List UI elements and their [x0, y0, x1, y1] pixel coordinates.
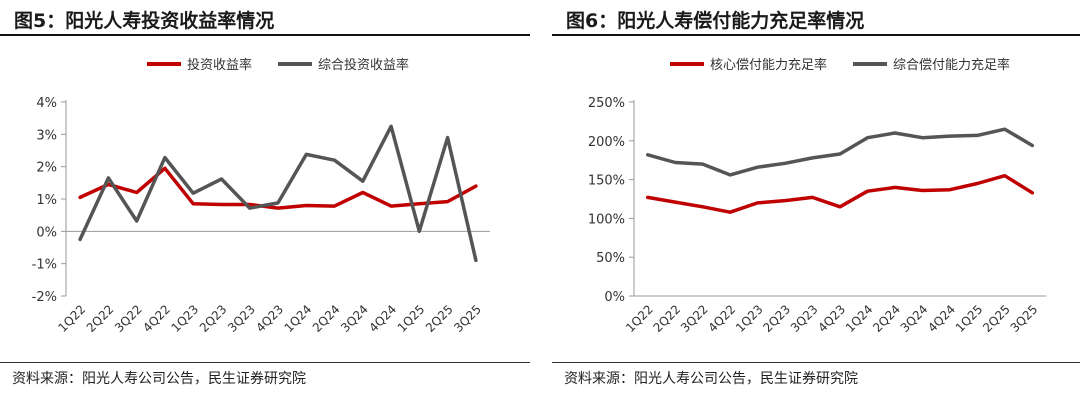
y-tick-label: 250%	[588, 96, 625, 111]
y-tick-label: 200%	[588, 135, 625, 150]
x-tick-label: 1Q23	[733, 302, 766, 335]
x-tick-label: 2Q24	[310, 302, 343, 335]
source-note: 资料来源：阳光人寿公司公告，民生证券研究院	[564, 371, 858, 387]
y-tick-label: 0%	[36, 225, 57, 240]
y-tick-label: 50%	[596, 251, 625, 266]
x-tick-label: 3Q23	[225, 302, 258, 335]
x-tick-label: 4Q23	[815, 302, 848, 335]
chart-title: 图5：阳光人寿投资收益率情况	[14, 10, 275, 32]
x-tick-label: 4Q24	[366, 302, 399, 335]
legend-label: 投资收益率	[187, 57, 252, 73]
y-tick-label: -2%	[32, 290, 57, 305]
x-tick-label: 1Q24	[282, 302, 315, 335]
x-tick-label: 2Q22	[84, 302, 117, 335]
figure-6-panel: 图6：阳光人寿偿付能力充足率情况 核心偿付能力充足率 综合偿付能力充足率 0% 50%…	[552, 0, 1080, 401]
x-tick-label: 1Q22	[55, 302, 88, 335]
source-rule	[0, 362, 530, 363]
figure-5-panel: 图5：阳光人寿投资收益率情况 投资收益率 综合投资收益率 -2% -1% 0% 1% 2% 3…	[0, 0, 530, 401]
x-tick-label: 3Q23	[788, 302, 821, 335]
x-tick-label: 1Q25	[395, 302, 428, 335]
title-rule	[0, 34, 530, 36]
legend-label: 核心偿付能力充足率	[710, 57, 827, 73]
y-tick-label: 0%	[604, 290, 625, 305]
x-tick-label: 3Q22	[678, 302, 711, 335]
series-line-1	[645, 173, 1035, 214]
x-tick-label: 2Q22	[651, 302, 684, 335]
chart-title: 图6：阳光人寿偿付能力充足率情况	[566, 10, 865, 32]
legend-label: 综合偿付能力充足率	[893, 57, 1010, 73]
x-tick-label: 1Q22	[623, 302, 656, 335]
x-tick-label: 1Q23	[169, 302, 202, 335]
source-rule	[552, 362, 1080, 363]
y-tick-label: -1%	[32, 258, 57, 273]
chart-legend: 投资收益率 综合投资收益率	[147, 57, 409, 73]
x-tick-label: 3Q25	[451, 302, 484, 335]
x-tick-label: 2Q24	[870, 302, 903, 335]
y-tick-label: 2%	[36, 161, 57, 176]
x-tick-label: 1Q25	[953, 302, 986, 335]
investment-yield-chart: 投资收益率 综合投资收益率 -2% -1% 0% 1% 2% 3% 4% 1Q222Q223Q22…	[32, 57, 490, 335]
title-rule	[552, 34, 1080, 36]
x-tick-label: 4Q24	[925, 302, 958, 335]
y-tick-label: 100%	[588, 212, 625, 227]
legend-label: 综合投资收益率	[318, 57, 409, 73]
x-tick-label: 3Q24	[338, 302, 371, 335]
solvency-ratio-chart: 核心偿付能力充足率 综合偿付能力充足率 0% 50% 100% 150% 200% 250% 1…	[588, 57, 1046, 335]
x-tick-label: 2Q25	[980, 302, 1013, 335]
x-tick-label: 2Q25	[423, 302, 456, 335]
x-tick-label: 4Q22	[140, 302, 173, 335]
y-tick-label: 150%	[588, 174, 625, 189]
chart-legend: 核心偿付能力充足率 综合偿付能力充足率	[670, 57, 1010, 73]
x-tick-label: 3Q22	[112, 302, 145, 335]
x-tick-label: 1Q24	[843, 302, 876, 335]
source-note: 资料来源：阳光人寿公司公告，民生证券研究院	[12, 371, 306, 387]
x-tick-label: 4Q23	[253, 302, 286, 335]
y-tick-label: 3%	[36, 128, 57, 143]
series-line-2	[645, 127, 1035, 177]
y-tick-label: 4%	[36, 96, 57, 111]
x-tick-label: 3Q24	[898, 302, 931, 335]
y-tick-label: 1%	[36, 193, 57, 208]
x-tick-label: 3Q25	[1008, 302, 1041, 335]
x-tick-label: 2Q23	[197, 302, 230, 335]
x-tick-label: 2Q23	[760, 302, 793, 335]
x-tick-label: 4Q22	[705, 302, 738, 335]
series-line-1	[78, 166, 478, 210]
series-line-2	[78, 124, 478, 263]
